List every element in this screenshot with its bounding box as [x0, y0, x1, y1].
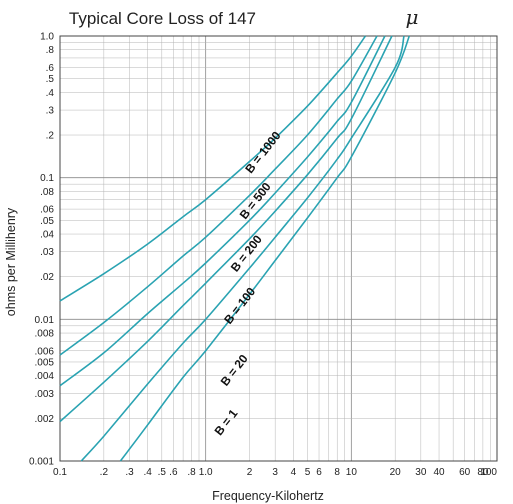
x-tick-label: 100 [480, 467, 497, 478]
series-line-b-20 [80, 35, 405, 462]
x-tick-label: 20 [390, 467, 402, 478]
series-line-b-100 [59, 35, 393, 423]
x-tick-label: .5 [158, 467, 167, 478]
y-tick-label: .04 [40, 230, 54, 241]
curve-label-b-200: B = 200 [228, 232, 265, 274]
curve-label-b-20: B = 20 [218, 352, 251, 389]
y-tick-label: 0.1 [40, 173, 54, 184]
y-tick-label: .005 [35, 357, 55, 368]
x-tick-label: .2 [100, 467, 109, 478]
x-tick-label: 80 [477, 467, 489, 478]
y-tick-label: .004 [35, 371, 55, 382]
y-tick-label: .8 [46, 45, 55, 56]
x-tick-label: 5 [305, 467, 311, 478]
x-tick-label: .3 [125, 467, 134, 478]
chart-title-symbol: μ [406, 5, 419, 29]
plot-grid [59, 35, 498, 462]
x-tick-label: 2 [247, 467, 253, 478]
x-tick-label: 1.0 [199, 467, 213, 478]
curve-label-b-1: B = 1 [212, 406, 241, 438]
series-line-b-1000 [59, 35, 367, 302]
y-tick-label: .03 [40, 247, 54, 258]
y-tick-label: .06 [40, 205, 54, 216]
y-axis-ticks: 1.0 .8 .6.5 .4 .3 .2 0.1 .08 .06.05 .04 .03 .02 0.01… [29, 32, 54, 468]
y-tick-label: .003 [35, 389, 55, 400]
x-tick-label: 4 [291, 467, 297, 478]
chart-title-text: Typical Core Loss of 147 [69, 9, 256, 28]
x-tick-label: 0.1 [53, 467, 67, 478]
x-tick-label: 3 [272, 467, 278, 478]
y-tick-label: 0.01 [35, 315, 55, 326]
y-tick-label: 0.001 [29, 457, 54, 468]
y-axis-label: ohms per Millihenry [4, 207, 18, 316]
x-tick-label: 60 [459, 467, 471, 478]
y-tick-label: .3 [46, 106, 55, 117]
y-tick-label: .2 [46, 131, 55, 142]
x-tick-label: .8 [187, 467, 196, 478]
series-line-b-500 [59, 35, 378, 356]
y-tick-label: .05 [40, 216, 54, 227]
x-tick-label: 40 [433, 467, 445, 478]
series-line-b-200 [59, 35, 386, 387]
x-tick-label: .4 [144, 467, 153, 478]
y-tick-label: .006 [35, 346, 55, 357]
chart-title: Typical Core Loss of 147 μ [69, 5, 419, 29]
x-tick-label: 30 [415, 467, 427, 478]
y-tick-label: .008 [35, 329, 55, 340]
x-tick-label: 6 [316, 467, 322, 478]
y-tick-label: .6 [46, 63, 55, 74]
x-tick-label: .6 [169, 467, 178, 478]
x-axis-label: Frequency-Kilohertz [212, 489, 324, 503]
series-line-b-1 [119, 35, 411, 462]
curve-group [59, 35, 411, 462]
plot-frame [59, 35, 498, 462]
y-tick-label: .002 [35, 414, 55, 425]
y-tick-label: .5 [46, 74, 55, 85]
curve-label-b-100: B = 100 [221, 284, 258, 326]
y-tick-label: .4 [46, 88, 55, 99]
y-tick-label: .02 [40, 272, 54, 283]
x-tick-label: 10 [346, 467, 358, 478]
y-tick-label: .08 [40, 187, 54, 198]
y-tick-label: 1.0 [40, 32, 54, 43]
curve-label-b-1000: B = 1000 [242, 128, 283, 176]
x-tick-label: 8 [334, 467, 340, 478]
